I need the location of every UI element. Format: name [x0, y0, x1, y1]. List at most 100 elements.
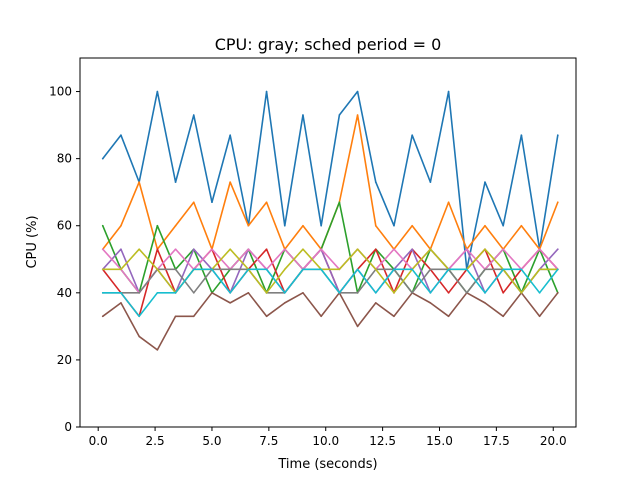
x-tick-label: 2.5 — [146, 434, 165, 448]
series-6-point — [229, 302, 231, 304]
series-2-point — [138, 181, 140, 183]
series-2-point — [374, 224, 377, 227]
series-1-point — [411, 134, 413, 136]
series-6-point — [447, 315, 450, 318]
series-3-point — [101, 224, 104, 227]
series-9-point — [229, 248, 231, 251]
series-6-point — [557, 292, 559, 294]
series-line-5 — [101, 248, 559, 294]
series-9-point — [101, 268, 104, 271]
series-9-point — [429, 248, 432, 251]
series-2-point — [229, 181, 231, 183]
series-2-point — [520, 224, 523, 227]
series-8-point — [429, 268, 432, 271]
series-1-point — [520, 134, 523, 136]
series-2-point — [447, 201, 450, 204]
series-1-point — [229, 134, 231, 136]
series-1-point — [192, 114, 195, 116]
series-4-point — [447, 292, 450, 294]
series-1-point — [484, 181, 486, 183]
series-4-point — [265, 248, 268, 251]
series-9-point — [538, 268, 541, 271]
series-2-point — [120, 224, 122, 227]
series-7-point — [393, 248, 395, 251]
series-10-point — [247, 268, 250, 271]
series-6-point — [192, 315, 195, 318]
chart-title: CPU: gray; sched period = 0 — [215, 35, 442, 54]
series-9-point — [393, 292, 395, 294]
series-7-point — [211, 248, 213, 251]
series-1-point — [156, 90, 159, 93]
series-9-point — [338, 268, 341, 271]
series-6-point — [247, 292, 250, 294]
series-10-point — [465, 268, 468, 271]
series-9-point — [138, 248, 140, 251]
series-6-point — [265, 315, 268, 318]
series-6-point — [393, 315, 395, 318]
y-tick-label: 60 — [57, 219, 72, 233]
series-1-point — [356, 90, 359, 93]
series-7-point — [283, 248, 286, 251]
series-9-point — [265, 292, 268, 294]
y-axis: 0 20 40 60 80 100 — [49, 85, 80, 434]
series-10-point — [156, 292, 159, 294]
series-9-point — [156, 268, 159, 271]
series-9-point — [283, 268, 286, 271]
series-7-point — [101, 248, 104, 251]
series-4-point — [374, 248, 377, 251]
series-2-point — [192, 201, 195, 204]
series-2-point — [302, 224, 304, 227]
series-6-point — [138, 335, 140, 338]
x-tick-label: 10.0 — [312, 434, 339, 448]
series-8-point — [484, 268, 486, 271]
series-9-point — [356, 248, 359, 251]
series-1-point — [174, 181, 177, 183]
x-axis-label: Time (seconds) — [277, 457, 377, 472]
series-10-point — [138, 315, 140, 318]
series-10-point — [302, 268, 304, 271]
series-10-point — [174, 292, 177, 294]
series-6-point — [356, 325, 359, 328]
series-2-point — [265, 201, 268, 204]
series-line-6 — [101, 292, 559, 351]
series-1-point — [429, 181, 432, 183]
series-5-point — [192, 248, 195, 251]
series-10-point — [429, 292, 432, 294]
series-10-point — [283, 292, 286, 294]
series-6-point — [374, 302, 377, 304]
series-9-point — [484, 248, 486, 251]
series-7-point — [247, 248, 250, 251]
series-5-point — [557, 248, 559, 251]
series-10-point — [393, 268, 395, 271]
series-10-point — [374, 292, 377, 294]
series-6-point — [484, 302, 486, 304]
series-9-point — [120, 268, 122, 271]
series-6-point — [502, 315, 504, 318]
series-1-point — [283, 224, 286, 227]
y-tick-label: 40 — [57, 286, 72, 300]
series-10-point — [411, 268, 413, 271]
x-tick-label: 17.5 — [483, 434, 510, 448]
series-1-point — [211, 201, 213, 204]
series-5-point — [120, 248, 122, 251]
series-8-point — [465, 292, 468, 294]
series-2-point — [174, 224, 177, 227]
series-7-point — [502, 248, 504, 251]
series-1-point — [502, 224, 504, 227]
y-tick-label: 80 — [57, 152, 72, 166]
x-tick-label: 7.5 — [259, 434, 278, 448]
series-10-point — [538, 292, 541, 294]
x-tick-label: 0.0 — [89, 434, 108, 448]
series-7-point — [538, 248, 541, 251]
series-4-point — [156, 248, 159, 251]
series-6-point — [174, 315, 177, 318]
series-7-point — [465, 248, 468, 251]
plot-frame — [79, 57, 577, 428]
series-8-point — [138, 292, 140, 294]
series-1-point — [101, 157, 104, 160]
series-1-point — [557, 134, 559, 136]
series-10-point — [557, 268, 559, 271]
series-9-point — [520, 292, 523, 294]
y-tick-label: 100 — [49, 85, 72, 99]
x-tick-label: 15.0 — [426, 434, 453, 448]
